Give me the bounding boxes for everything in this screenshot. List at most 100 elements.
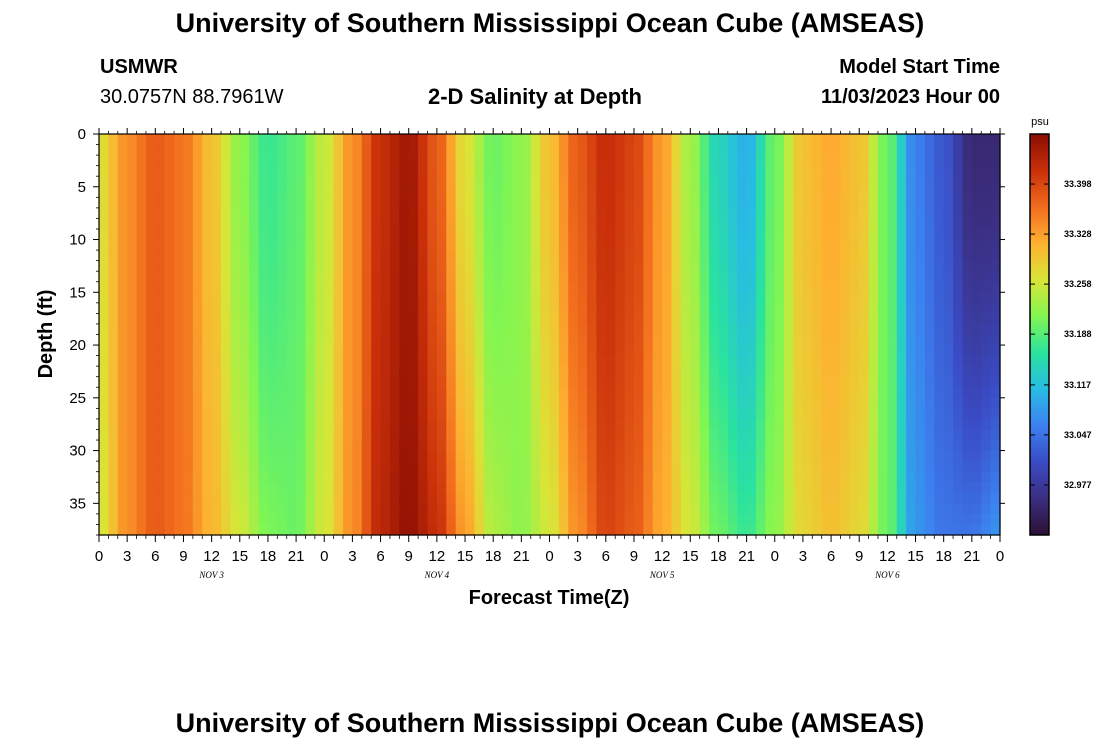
heatmap-cell — [887, 429, 898, 441]
heatmap-cell — [755, 492, 766, 504]
heatmap-cell — [924, 397, 935, 409]
heatmap-cell — [652, 429, 663, 441]
heatmap-cell — [906, 503, 917, 515]
heatmap-cell — [108, 313, 119, 325]
heatmap-cell — [239, 429, 250, 441]
heatmap-cell — [361, 450, 372, 462]
heatmap-cell — [737, 271, 748, 283]
heatmap-cell — [680, 313, 691, 325]
heatmap-cell — [802, 513, 813, 526]
heatmap-cell — [530, 387, 541, 399]
heatmap-cell — [258, 408, 269, 420]
x-tick-label: 0 — [545, 548, 553, 565]
heatmap-cell — [877, 302, 888, 314]
heatmap-cell — [202, 524, 213, 536]
heatmap-cell — [343, 250, 354, 262]
heatmap-cell — [577, 492, 588, 504]
heatmap-cell — [155, 387, 166, 399]
heatmap-cell — [643, 197, 654, 209]
heatmap-cell — [624, 239, 635, 251]
heatmap-cell — [465, 440, 476, 452]
heatmap-cell — [164, 218, 175, 230]
heatmap-cell — [558, 366, 569, 378]
heatmap-cell — [380, 218, 391, 230]
heatmap-cell — [718, 134, 729, 146]
heatmap-cell — [427, 292, 438, 304]
heatmap-cell — [249, 144, 260, 156]
heatmap-cell — [981, 323, 992, 336]
heatmap-cell — [755, 355, 766, 367]
heatmap-cell — [521, 250, 532, 262]
heatmap-cell — [286, 482, 297, 494]
heatmap-cell — [859, 250, 870, 262]
heatmap-cell — [812, 144, 823, 156]
heatmap-cell — [371, 134, 382, 146]
heatmap-cell — [493, 302, 504, 314]
heatmap-cell — [427, 165, 438, 177]
heatmap-cell — [558, 471, 569, 483]
heatmap-cell — [436, 323, 447, 336]
heatmap-cell — [221, 197, 231, 209]
heatmap-cell — [99, 207, 109, 220]
heatmap-cell — [802, 376, 813, 388]
heatmap-cell — [652, 281, 663, 293]
heatmap-cell — [906, 134, 917, 146]
heatmap-cell — [915, 482, 926, 494]
heatmap-cell — [624, 387, 635, 399]
heatmap-cell — [530, 513, 541, 526]
heatmap-cell — [174, 144, 185, 156]
heatmap-cell — [333, 524, 344, 536]
heatmap-cell — [699, 355, 710, 367]
heatmap-cell — [455, 461, 466, 473]
heatmap-cell — [183, 197, 194, 209]
heatmap-cell — [511, 355, 522, 367]
heatmap-cell — [164, 313, 175, 325]
heatmap-cell — [211, 134, 222, 146]
heatmap-cell — [145, 366, 156, 378]
x-tick-label: 0 — [771, 548, 779, 565]
heatmap-cell — [680, 461, 691, 473]
heatmap-cell — [436, 334, 447, 346]
heatmap-cell — [915, 218, 926, 230]
heatmap-cell — [615, 144, 626, 156]
heatmap-cell — [418, 387, 429, 399]
heatmap-cell — [953, 197, 964, 209]
heatmap-cell — [859, 323, 870, 336]
heatmap-cell — [915, 492, 926, 504]
heatmap-cell — [343, 461, 354, 473]
heatmap-cell — [399, 218, 410, 230]
heatmap-cell — [746, 186, 757, 198]
heatmap-cell — [530, 461, 541, 473]
heatmap-cell — [314, 471, 325, 483]
heatmap-cell — [249, 207, 260, 220]
heatmap-cell — [981, 144, 992, 156]
heatmap-cell — [990, 482, 1001, 494]
heatmap-cell — [709, 366, 720, 378]
heatmap-cell — [530, 524, 541, 536]
heatmap-cell — [108, 218, 119, 230]
heatmap-cell — [221, 144, 231, 156]
heatmap-cell — [643, 271, 654, 283]
heatmap-cell — [643, 260, 654, 272]
heatmap-cell — [314, 250, 325, 262]
heatmap-cell — [380, 492, 391, 504]
heatmap-cell — [155, 176, 166, 188]
heatmap-cell — [774, 302, 785, 314]
heatmap-cell — [108, 207, 119, 220]
heatmap-cell — [540, 176, 551, 188]
heatmap-cell — [587, 503, 598, 515]
heatmap-cell — [962, 482, 973, 494]
heatmap-cell — [408, 355, 419, 367]
heatmap-cell — [981, 345, 992, 357]
heatmap-cell — [587, 186, 598, 198]
heatmap-cell — [258, 429, 269, 441]
heatmap-cell — [127, 144, 138, 156]
heatmap-cell — [568, 418, 579, 431]
heatmap-cell — [540, 376, 551, 388]
heatmap-cell — [690, 503, 701, 515]
heatmap-cell — [868, 271, 879, 283]
heatmap-cell — [793, 302, 804, 314]
heatmap-cell — [840, 271, 851, 283]
heatmap-cell — [568, 503, 579, 515]
heatmap-cell — [192, 228, 203, 241]
